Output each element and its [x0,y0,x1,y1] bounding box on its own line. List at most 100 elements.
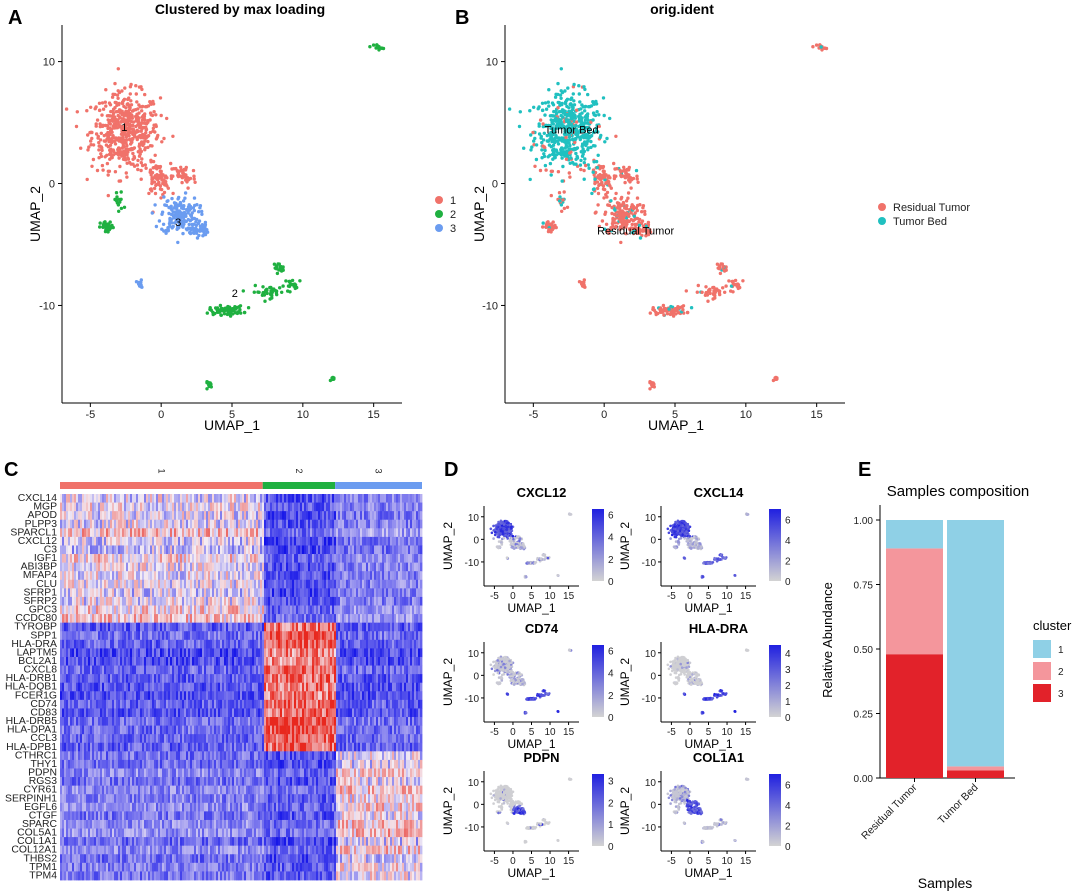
umap-point [158,164,163,169]
umap-point [140,87,144,92]
umap-point [708,287,712,291]
legend-swatch-cluster-1 [435,196,443,204]
umap-point [601,187,606,191]
umap-point [198,224,203,228]
umap-point [120,89,124,93]
panel-letter-d: D [444,459,458,481]
umap-point [541,225,545,229]
umap-point [148,187,153,192]
umap-point [548,137,552,141]
umap-point [583,157,587,161]
umap-point [139,136,143,140]
umap-point [135,163,140,167]
umap-point [127,96,131,100]
umap-point [368,45,372,49]
umap-point [736,282,740,286]
umap-point [98,221,102,225]
umap-point [168,224,172,228]
umap-point [149,160,153,164]
umap-point [534,143,539,147]
umap-point [211,312,215,317]
umap-point [224,307,228,311]
umap-point [275,271,280,276]
umap-point [648,311,652,315]
umap-point [629,217,633,222]
umap-point [169,212,174,217]
umap-point [658,307,662,312]
umap-point [715,262,720,266]
umap-point [132,154,136,159]
umap-point [547,228,551,232]
umap-point [105,137,109,141]
umap-point [104,228,108,232]
umap-point [564,157,569,161]
umap-point [618,217,622,221]
umap-point [593,144,597,148]
umap-point [238,308,242,312]
umap-point [209,382,213,386]
umap-point [200,212,204,216]
umap-point [148,118,152,122]
y-tick-label: 10 [43,57,55,69]
umap-point [98,122,102,126]
umap-point [583,163,588,168]
umap-point [106,126,110,131]
umap-point [117,156,121,160]
umap-point [624,199,629,203]
umap-point [158,96,163,100]
umap-point [610,205,614,210]
umap-point [161,181,165,185]
umap-point [551,143,556,147]
umap-point [595,186,600,191]
umap-point [567,106,571,110]
umap-point [122,205,127,209]
umap-point [86,148,90,152]
umap-point [170,208,174,212]
umap-point [153,191,158,196]
heatmap-cell [420,536,423,546]
umap-point [176,240,180,245]
umap-point [88,130,92,135]
umap-point [731,279,735,284]
panel-a-umap-clusters: Clustered by max loading -5 0 5 10 15-10010 … [27,1,456,433]
umap-point [139,85,143,89]
umap-point [194,223,199,227]
umap-point [103,100,108,104]
umap-point [99,131,104,135]
umap-point [593,211,597,215]
umap-point [85,177,89,182]
umap-point [589,139,593,144]
umap-point [559,150,563,155]
umap-point [714,287,718,291]
umap-point [136,167,140,172]
heatmap-cell [420,494,423,503]
umap-point [215,307,219,312]
umap-point [109,109,113,114]
umap-point [166,227,170,231]
umap-point [166,199,170,203]
umap-point [101,107,106,111]
umap-point [568,151,572,155]
umap-point [89,143,93,147]
umap-point [121,157,126,161]
umap-point [106,193,111,198]
umap-point [574,120,579,124]
umap-point [99,152,103,156]
umap-point [563,101,568,106]
umap-point [560,156,564,160]
group-label: Residual Tumor [597,226,674,238]
umap-point [180,176,185,180]
umap-point [86,133,90,137]
umap-point [139,129,143,133]
umap-point [109,156,114,160]
umap-point [281,284,285,288]
umap-point [623,176,628,180]
umap-point [625,204,629,208]
umap-point [556,119,561,124]
umap-point [117,101,121,106]
umap-point [273,266,277,270]
umap-point [577,92,581,96]
umap-point [219,309,223,313]
